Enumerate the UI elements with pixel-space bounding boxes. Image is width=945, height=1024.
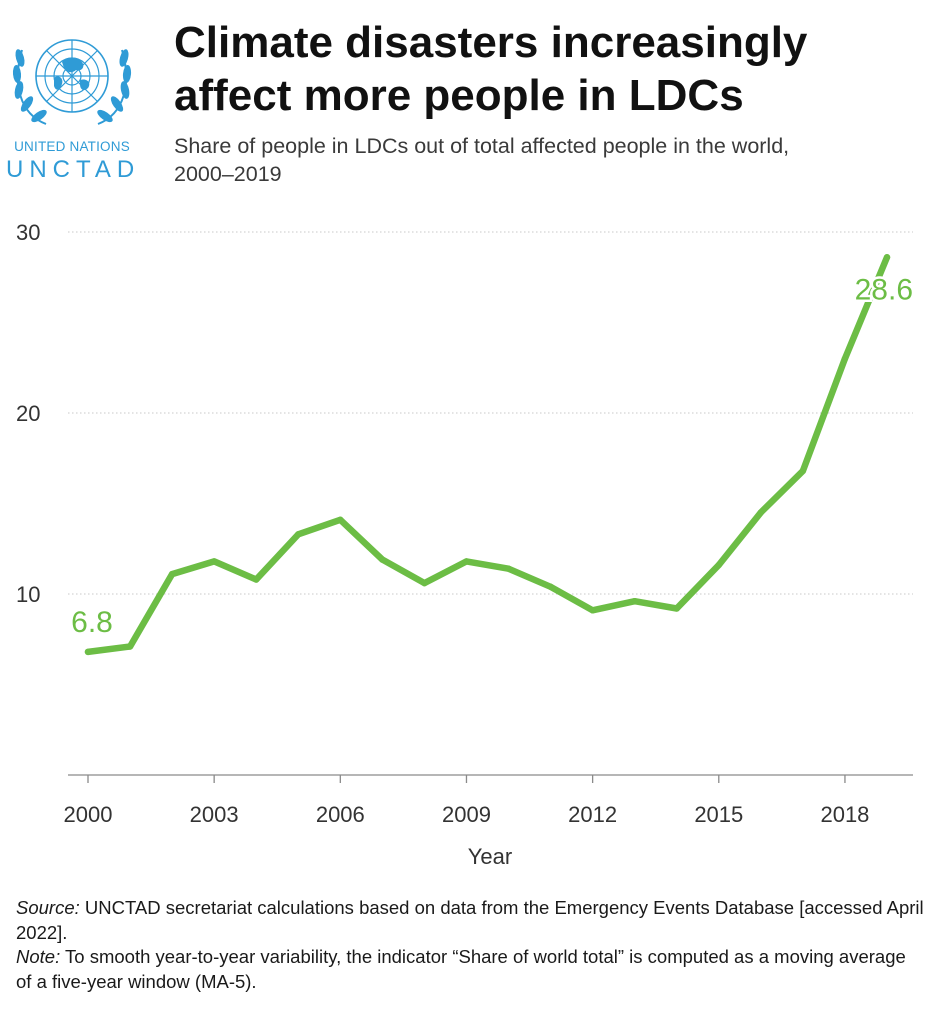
- series-line-0: [84, 254, 891, 656]
- chart-subtitle: Share of people in LDCs out of total aff…: [174, 134, 790, 186]
- x-tick-label-2003: 2003: [190, 802, 239, 827]
- data-point-2009: [463, 558, 470, 565]
- data-point-2000: [84, 648, 92, 656]
- data-label-2019: 28.6: [855, 273, 913, 306]
- data-point-2001: [126, 643, 134, 650]
- line-chart: 10 20 30 2000 2003 2006 2009 2012 2015 2018 Year 6.…: [16, 220, 916, 869]
- data-point-2016: [757, 509, 765, 516]
- data-point-2014: [673, 605, 680, 612]
- x-axis-title: Year: [468, 844, 512, 869]
- data-point-2006: [337, 516, 344, 523]
- unctad-logo: UNITED NATIONS UNCTAD: [6, 22, 136, 184]
- method-note: Note: To smooth year-to-year variability…: [16, 945, 926, 994]
- data-point-2019: [883, 254, 891, 261]
- data-point-2013: [631, 598, 638, 605]
- chart-footer: Source: UNCTAD secretariat calculations …: [16, 896, 926, 994]
- x-tick-label-2009: 2009: [442, 802, 491, 827]
- x-tick-label-2015: 2015: [694, 802, 743, 827]
- x-tick-label-2012: 2012: [568, 802, 617, 827]
- data-point-2002: [168, 570, 176, 578]
- data-point-2010: [505, 565, 512, 572]
- data-point-2017: [799, 467, 807, 475]
- data-point-2003: [210, 558, 218, 565]
- data-label-2000: 6.8: [71, 606, 113, 639]
- y-tick-label-30: 30: [16, 220, 40, 245]
- source-note: Source: UNCTAD secretariat calculations …: [16, 896, 926, 945]
- data-point-2011: [547, 583, 554, 590]
- x-tick-label-2018: 2018: [820, 802, 869, 827]
- logo-text-united-nations: UNITED NATIONS: [14, 139, 130, 154]
- data-point-2005: [295, 531, 302, 538]
- y-tick-label-20: 20: [16, 401, 40, 426]
- un-emblem-icon: [12, 39, 132, 125]
- source-label: Source:: [16, 897, 80, 918]
- data-point-2004: [253, 576, 260, 583]
- data-point-2015: [715, 561, 722, 569]
- chart-title: Climate disasters increasingly affect mo…: [174, 18, 808, 120]
- source-text: UNCTAD secretariat calculations based on…: [16, 897, 924, 943]
- y-tick-label-10: 10: [16, 582, 40, 607]
- data-point-2008: [421, 579, 428, 587]
- data-point-2018: [841, 355, 849, 362]
- data-point-2012: [589, 607, 596, 614]
- x-tick-label-2006: 2006: [316, 802, 365, 827]
- data-point-2007: [379, 556, 386, 563]
- note-text: To smooth year-to-year variability, the …: [16, 946, 906, 992]
- x-tick-label-2000: 2000: [64, 802, 113, 827]
- logo-text-unctad: UNCTAD: [6, 156, 141, 183]
- note-label: Note:: [16, 946, 61, 967]
